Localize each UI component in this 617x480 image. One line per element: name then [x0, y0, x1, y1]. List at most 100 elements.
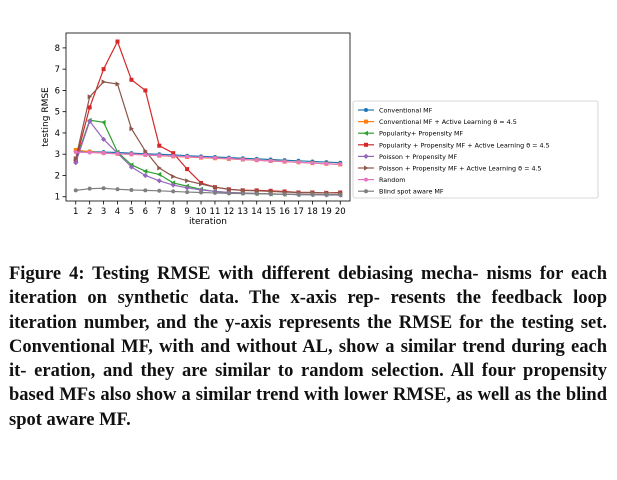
data-point [73, 147, 78, 152]
x-tick-label: 3 [101, 207, 106, 217]
data-point [142, 172, 148, 179]
caption-line-6: eration, and they are similar to random … [34, 361, 516, 382]
legend-label: Poisson + Propensity MF [379, 153, 457, 161]
legend-swatch-marker [364, 177, 368, 182]
y-axis: 1 2 3 4 5 6 7 8 [55, 44, 66, 203]
data-point [184, 185, 190, 191]
data-point [129, 187, 134, 192]
data-point [240, 157, 245, 162]
data-point [142, 168, 148, 174]
data-point [115, 81, 121, 87]
data-point [171, 174, 176, 180]
data-point [310, 192, 315, 197]
data-point [73, 160, 79, 166]
data-point [226, 191, 231, 196]
data-point [101, 119, 106, 125]
data-point [157, 153, 162, 158]
x-tick-label: 9 [184, 207, 189, 217]
data-point [157, 165, 162, 171]
data-point [73, 188, 78, 193]
x-tick-label: 18 [307, 207, 318, 217]
data-point [129, 77, 134, 82]
series-line [75, 151, 341, 166]
series-7 [73, 150, 343, 167]
x-tick-label: 17 [293, 207, 304, 217]
data-point [226, 156, 231, 161]
data-point [87, 150, 92, 155]
x-tick-label: 11 [210, 207, 221, 217]
data-point [128, 164, 135, 170]
legend-swatch-marker [364, 108, 368, 112]
legend-label: Popularity + Propensity MF + Active Lear… [379, 141, 550, 149]
caption-line-1: Figure 4: Testing RMSE with different de… [9, 264, 479, 284]
data-point [115, 39, 120, 44]
data-point [199, 155, 204, 160]
x-tick-label: 6 [143, 207, 148, 217]
legend-label: Popularity+ Propensity MF [379, 130, 464, 138]
x-tick-label: 5 [129, 207, 134, 217]
data-point [157, 188, 162, 193]
legend-swatch-marker [364, 165, 369, 171]
data-point [199, 181, 204, 187]
data-point [240, 191, 245, 196]
axes-frame [65, 32, 351, 202]
data-point [268, 191, 273, 196]
legend-frame [352, 100, 599, 199]
y-tick-label: 5 [55, 108, 60, 118]
legend-swatch-marker [364, 189, 368, 194]
series-line [75, 39, 341, 194]
series-4 [73, 39, 343, 195]
data-point [282, 159, 287, 164]
data-point [143, 188, 148, 193]
x-tick-label: 4 [115, 207, 120, 217]
data-point [87, 105, 92, 110]
legend-entry: Conventional MF [358, 107, 433, 115]
x-tick-label: 14 [251, 207, 262, 217]
caption-line-8: RMSE, as well as the blind spot aware MF… [9, 385, 607, 430]
chart-svg: 1 2 3 4 5 6 7 8 9 10 11 12 13 14 15 16 17 18 19 20 12345678… [41, 32, 599, 227]
data-point [185, 178, 190, 184]
data-point [296, 160, 301, 165]
x-axis: 1 2 3 4 5 6 7 8 9 10 11 12 13 14 15 16 17 18 19 20 [73, 201, 346, 217]
data-point [338, 192, 343, 197]
caption-line-4: represents the RMSE for the testing set.… [9, 312, 607, 357]
plot-area [73, 39, 343, 198]
data-point [212, 190, 217, 195]
data-point [73, 155, 79, 161]
caption-line-3: resents the feedback loop iteration numb… [9, 288, 607, 333]
data-point [101, 151, 106, 156]
x-axis-label: iteration [189, 217, 227, 227]
legend-swatch-marker [364, 142, 368, 147]
legend-label: Conventional MF [379, 107, 433, 115]
data-point [87, 94, 93, 100]
legend-swatch-marker [363, 130, 368, 136]
legend-entry: Blind spot aware MF [358, 188, 444, 196]
x-tick-label: 7 [157, 207, 162, 217]
data-point [115, 187, 120, 192]
data-point [282, 192, 287, 197]
data-point [212, 156, 217, 161]
data-point [226, 186, 232, 192]
y-tick-label: 7 [55, 65, 60, 75]
x-tick-label: 16 [279, 207, 290, 217]
data-point [87, 186, 92, 191]
legend-entry: Conventional MF + Active Learning θ = 4.… [358, 118, 517, 126]
series-8 [73, 186, 343, 197]
y-tick-label: 6 [55, 86, 60, 96]
y-axis-label: testing RMSE [41, 87, 51, 147]
x-tick-label: 1 [73, 207, 78, 217]
legend-swatch-marker [363, 153, 369, 159]
data-point [101, 186, 106, 191]
legend: Conventional MF Conventional MF + Active … [352, 100, 599, 199]
legend-entry: Poisson + Propensity MF + Active Learnin… [358, 165, 542, 173]
data-point [129, 152, 134, 157]
data-point [115, 151, 120, 156]
data-point [185, 154, 190, 159]
series-line [75, 187, 341, 196]
legend-label: Poisson + Propensity MF + Active Learnin… [379, 165, 542, 173]
data-point [171, 189, 176, 194]
data-point [268, 159, 273, 164]
data-point [156, 178, 162, 184]
data-point [171, 154, 176, 159]
